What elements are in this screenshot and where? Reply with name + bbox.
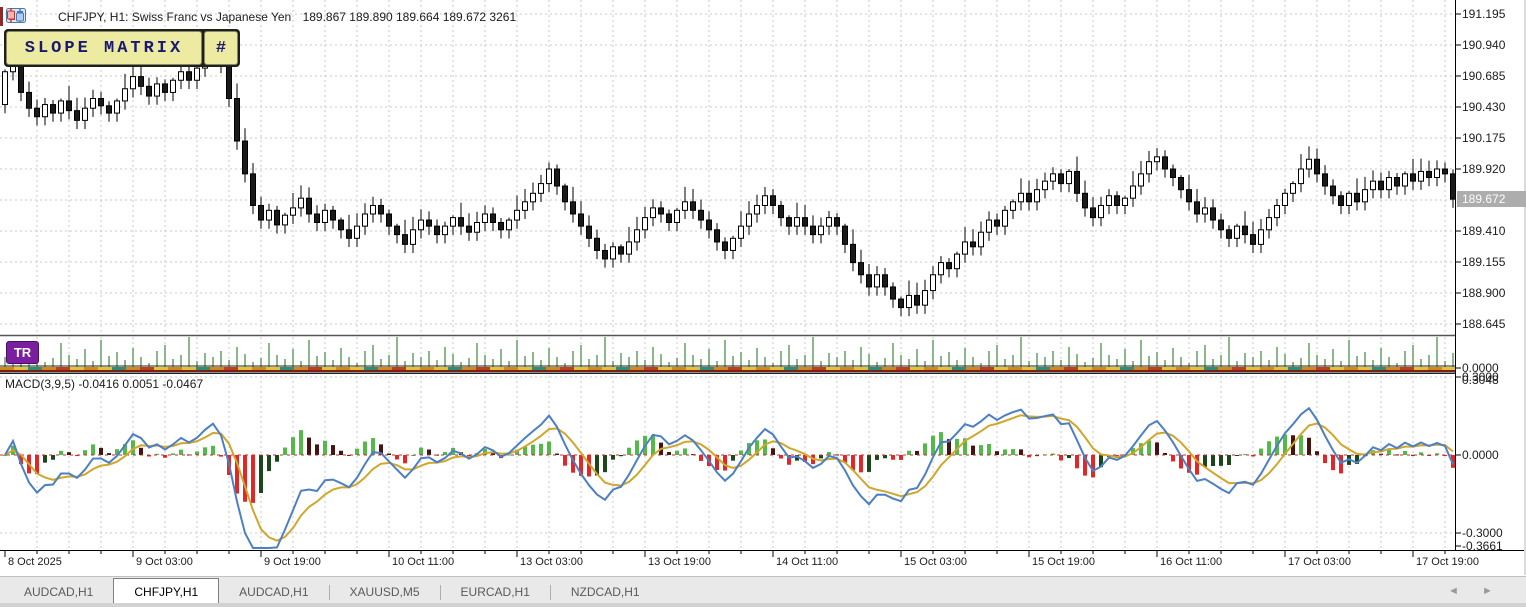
chart-canvas (0, 0, 1526, 557)
macd-lines-layer (4, 406, 1454, 549)
symbol-description: Swiss Franc vs Japanese Yen (131, 10, 292, 24)
macd-max-label: 0.3048 (1462, 373, 1499, 387)
date-tick-label: 10 Oct 11:00 (392, 556, 455, 568)
price-tick-label: 190.175 (1462, 131, 1506, 145)
tab-xauusd-m5[interactable]: XAUUSD,M5 (349, 585, 420, 599)
price-tick-label: 190.940 (1462, 38, 1506, 52)
price-tick-label: 189.155 (1462, 255, 1506, 269)
macd-zero-label: 0.0000 (1462, 448, 1499, 462)
tab-scroll-right-arrow[interactable]: ► (1482, 585, 1493, 597)
tab-audcad-h1[interactable]: AUDCAD,H1 (24, 585, 94, 599)
date-tick-label: 14 Oct 11:00 (776, 556, 839, 568)
separators-layer (0, 334, 1456, 374)
date-tick-label: 9 Oct 03:00 (136, 556, 193, 568)
macd-histogram-layer (0, 430, 1455, 503)
tab-scroll-left-arrow[interactable]: ◄ (1448, 585, 1459, 597)
tab-chfjpy-h1[interactable]: CHFJPY,H1 (113, 578, 220, 607)
price-tick-label: 188.645 (1462, 317, 1506, 331)
axis-frame-layer (0, 0, 1526, 557)
tab-eurcad-h1[interactable]: EURCAD,H1 (460, 585, 530, 599)
window-right-edge (1524, 0, 1526, 575)
price-tick-label: 189.410 (1462, 224, 1506, 238)
tab-divider (549, 585, 551, 600)
current-price-label: 189.672 (1457, 191, 1526, 208)
date-tick-label: 15 Oct 19:00 (1032, 556, 1095, 568)
tab-divider (328, 585, 330, 600)
candlestick-chart-icon[interactable] (7, 8, 52, 25)
tr-zero-label: 0.0000 (1462, 361, 1499, 375)
chart-header: CHFJPY, H1: Swiss Franc vs Japanese Yen … (6, 8, 516, 26)
price-tick-label: 190.685 (1462, 69, 1506, 83)
date-tick-label: 9 Oct 19:00 (264, 556, 321, 568)
date-tick-label: 16 Oct 11:00 (1160, 556, 1223, 568)
ohlcv-quote: 189.867 189.890 189.664 189.672 3261 (302, 10, 517, 24)
slope-matrix-panel: SLOPE MATRIX # (4, 29, 240, 67)
window-edge-artifact (0, 7, 3, 26)
date-tick-label: 13 Oct 03:00 (520, 556, 583, 568)
tab-audcad-h1[interactable]: AUDCAD,H1 (239, 585, 309, 599)
tab-divider (439, 585, 441, 600)
macd-max-label: 0.3000 (1462, 370, 1499, 384)
date-tick-label: 17 Oct 03:00 (1288, 556, 1351, 568)
candles-layer (2, 34, 1456, 317)
chart-tab-bar: AUDCAD,H1 CHFJPY,H1 AUDCAD,H1 XAUUSD,M5 EURC… (0, 576, 1526, 607)
date-tick-label: 8 Oct 2025 (8, 556, 62, 568)
tr-indicator-badge: TR (6, 341, 39, 364)
symbol-timeframe: CHFJPY, H1: (58, 10, 129, 24)
price-tick-label: 188.900 (1462, 286, 1506, 300)
tab-bar-bottom-strip (0, 603, 1526, 607)
date-tick-label: 13 Oct 19:00 (648, 556, 711, 568)
hash-button[interactable]: # (204, 31, 238, 65)
macd-low-label: -0.3000 (1462, 526, 1503, 540)
price-tick-label: 189.920 (1462, 162, 1506, 176)
chart-title: CHFJPY, H1: Swiss Franc vs Japanese Yen … (58, 10, 516, 24)
tr-volume-layer (4, 337, 1454, 367)
slope-matrix-button[interactable]: SLOPE MATRIX (6, 31, 202, 65)
macd-indicator-label: MACD(3,9,5) -0.0416 0.0051 -0.0467 (5, 377, 204, 391)
macd-min-label: -0.3661 (1462, 539, 1503, 553)
price-tick-label: 191.195 (1462, 7, 1506, 21)
price-tick-label: 190.430 (1462, 100, 1506, 114)
date-tick-label: 15 Oct 03:00 (904, 556, 967, 568)
date-tick-label: 17 Oct 19:00 (1416, 556, 1479, 568)
tab-nzdcad-h1[interactable]: NZDCAD,H1 (570, 585, 640, 599)
